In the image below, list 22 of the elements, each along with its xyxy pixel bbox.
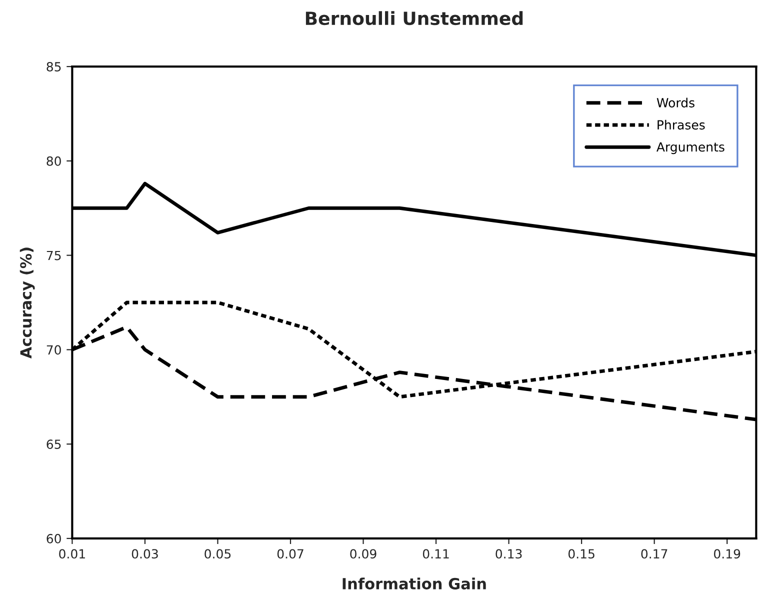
x-tick-label: 0.09 xyxy=(350,549,376,559)
y-tick-label: 80 xyxy=(46,156,61,166)
x-tick-label: 0.19 xyxy=(714,549,740,559)
y-axis-title: Accuracy (%) xyxy=(20,248,35,359)
x-axis-title: Information Gain xyxy=(342,578,486,590)
x-tick-label: 0.07 xyxy=(277,549,304,559)
legend-label: Phrases xyxy=(658,120,705,130)
y-tick-label: 70 xyxy=(46,345,61,355)
legend-label: Words xyxy=(656,98,694,108)
x-tick-label: 0.05 xyxy=(204,549,231,559)
x-tick-label: 0.15 xyxy=(568,549,594,559)
y-tick-label: 65 xyxy=(46,440,61,449)
x-tick-label: 0.03 xyxy=(132,549,158,559)
y-tick-label: 75 xyxy=(46,250,61,260)
x-tick-label: 0.17 xyxy=(641,549,668,559)
x-tick-label: 0.13 xyxy=(496,549,522,559)
legend-label: Arguments xyxy=(656,142,724,154)
chart-title: Bernoulli Unstemmed xyxy=(306,11,523,26)
x-tick-label: 0.01 xyxy=(59,549,85,559)
y-tick-label: 60 xyxy=(46,534,61,544)
y-tick-label: 85 xyxy=(46,62,61,72)
x-tick-label: 0.11 xyxy=(422,549,449,559)
